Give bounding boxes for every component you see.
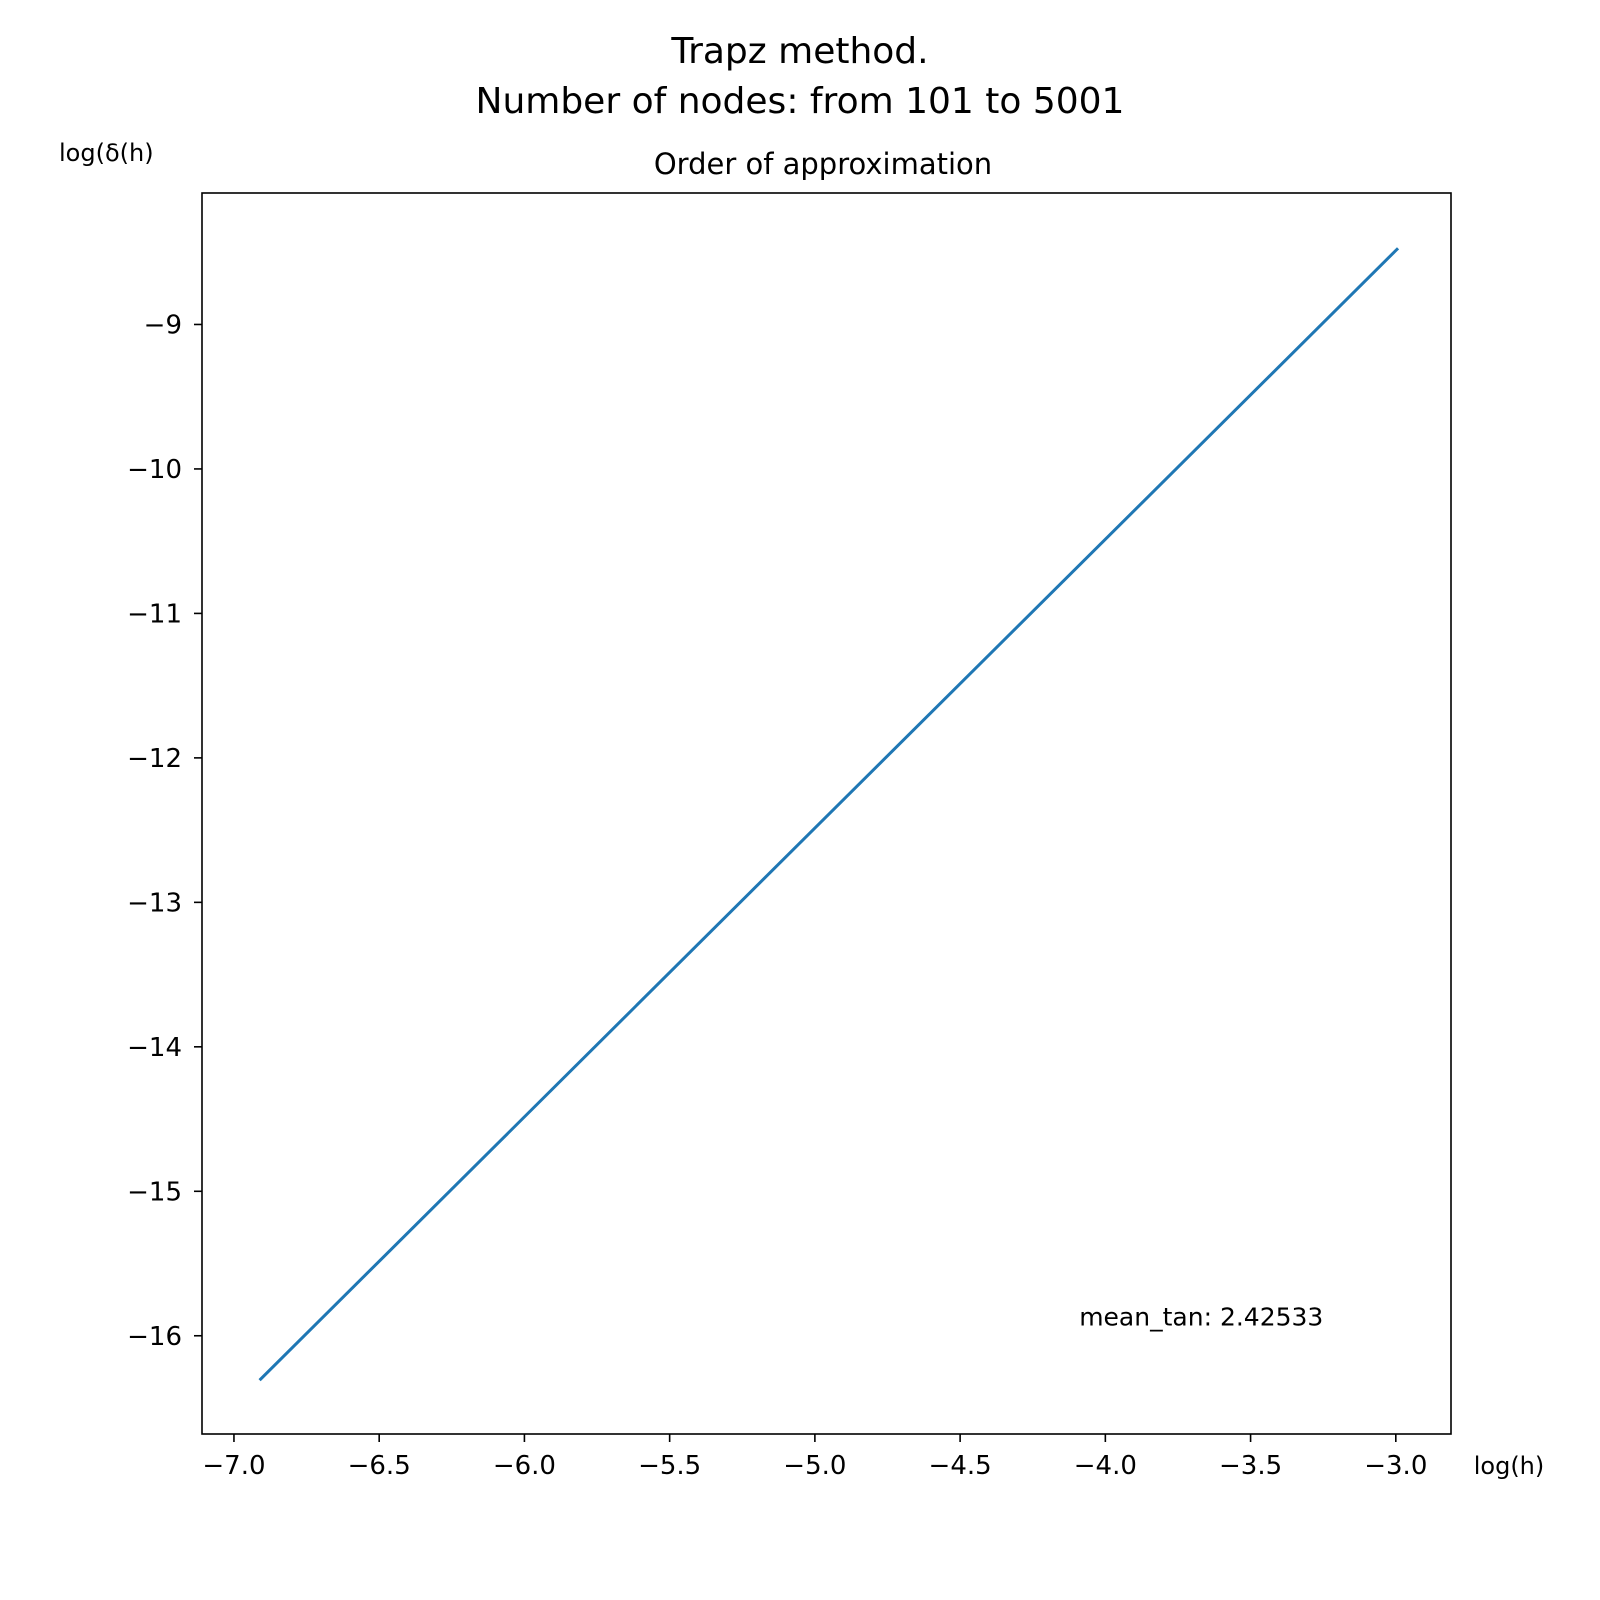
y-tick-label: −11 — [127, 599, 182, 629]
figure-suptitle-line-2: Number of nodes: from 101 to 5001 — [476, 81, 1125, 122]
y-tick-label: −15 — [127, 1177, 182, 1207]
x-tick-label: −5.5 — [638, 1451, 701, 1481]
x-tick-label: −6.5 — [348, 1451, 411, 1481]
y-tick-label: −16 — [127, 1322, 182, 1352]
y-tick-label: −12 — [127, 744, 182, 774]
chart-title: Order of approximation — [654, 147, 992, 181]
x-tick-label: −4.0 — [1074, 1451, 1137, 1481]
y-tick-label: −10 — [127, 455, 182, 485]
mean-tan-annotation: mean_tan: 2.42533 — [1079, 1303, 1323, 1332]
x-axis-label: log(h) — [1474, 1452, 1545, 1480]
y-tick-label: −9 — [144, 310, 182, 340]
x-tick-label: −3.5 — [1219, 1451, 1282, 1481]
plot-area-frame — [201, 192, 1452, 1435]
x-tick-label: −3.0 — [1364, 1451, 1427, 1481]
y-tick-label: −13 — [127, 888, 182, 918]
x-tick-label: −4.5 — [929, 1451, 992, 1481]
x-tick-label: −7.0 — [202, 1451, 265, 1481]
y-axis-label: log(δ(h) — [59, 139, 154, 167]
x-tick-label: −5.0 — [783, 1451, 846, 1481]
y-axis-ticks: −9 −10 −11 −12 −13 −14 −15 −16 — [127, 310, 202, 1352]
y-tick-label: −14 — [127, 1033, 182, 1063]
x-tick-label: −6.0 — [493, 1451, 556, 1481]
annotations: mean_tan: 2.42533 — [1079, 1303, 1323, 1332]
figure-suptitle-line-1: Trapz method. — [670, 31, 928, 72]
x-axis-ticks: −7.0 −6.5 −6.0 −5.5 −5.0 −4.5 −4.0 −3.5 −3.0 — [202, 1434, 1427, 1481]
series-line — [258, 247, 1400, 1382]
plot-series — [258, 247, 1400, 1382]
